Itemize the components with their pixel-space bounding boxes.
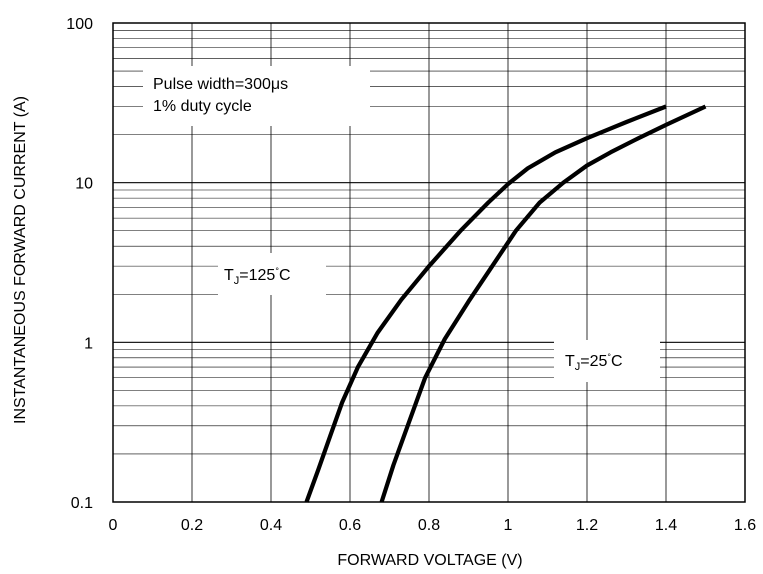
- y-tick-label: 100: [66, 16, 93, 33]
- plot-frame: [112, 22, 746, 503]
- tj-25-label: TJ=25°C: [565, 352, 623, 373]
- x-tick-label: 1.6: [734, 517, 756, 534]
- tj25-value: =25: [580, 353, 607, 370]
- tj25-prefix: T: [565, 353, 575, 370]
- tj25-unit: C: [611, 353, 623, 370]
- x-axis-label: FORWARD VOLTAGE (V): [337, 552, 522, 569]
- tj125-unit: C: [279, 267, 291, 284]
- x-tick-label: 0.2: [181, 517, 203, 534]
- annotation-backgrounds: [143, 66, 660, 382]
- tj125-label-bg: [218, 253, 326, 295]
- y-tick-label: 1: [84, 335, 93, 352]
- x-tick-label: 0: [109, 517, 118, 534]
- duty-cycle-note: 1% duty cycle: [153, 98, 252, 115]
- tj25-deg: °: [607, 352, 611, 362]
- y-tick-label: 10: [75, 176, 93, 193]
- x-tick-label: 1.2: [576, 517, 598, 534]
- tj125-value: =125: [239, 267, 275, 284]
- curve-tj-25: [379, 104, 707, 503]
- tj25-label-bg: [554, 340, 660, 382]
- x-tick-label: 0.8: [418, 517, 440, 534]
- pulse-width-note: Pulse width=300μs: [153, 76, 288, 93]
- tj125-sub: J: [234, 275, 240, 287]
- tj125-deg: °: [275, 266, 279, 276]
- x-tick-label: 0.4: [260, 517, 282, 534]
- x-tick-label: 1.4: [655, 517, 677, 534]
- tj-125-label: TJ=125°C: [224, 266, 291, 287]
- curve-tj-125: [304, 104, 667, 503]
- tj25-sub: J: [575, 361, 581, 373]
- x-tick-label: 0.6: [339, 517, 361, 534]
- pulse-note-bg: [143, 66, 370, 126]
- x-tick-labels: 0 0.2 0.4 0.6 0.8 1 1.2 1.4 1.6: [109, 517, 757, 534]
- x-tick-label: 1: [504, 517, 513, 534]
- y-tick-labels: 0.1 1 10 100: [66, 16, 93, 512]
- y-tick-label: 0.1: [71, 495, 93, 512]
- tj125-prefix: T: [224, 267, 234, 284]
- y-axis-label: INSTANTANEOUS FORWARD CURRENT (A): [12, 96, 29, 424]
- curves: [304, 104, 707, 503]
